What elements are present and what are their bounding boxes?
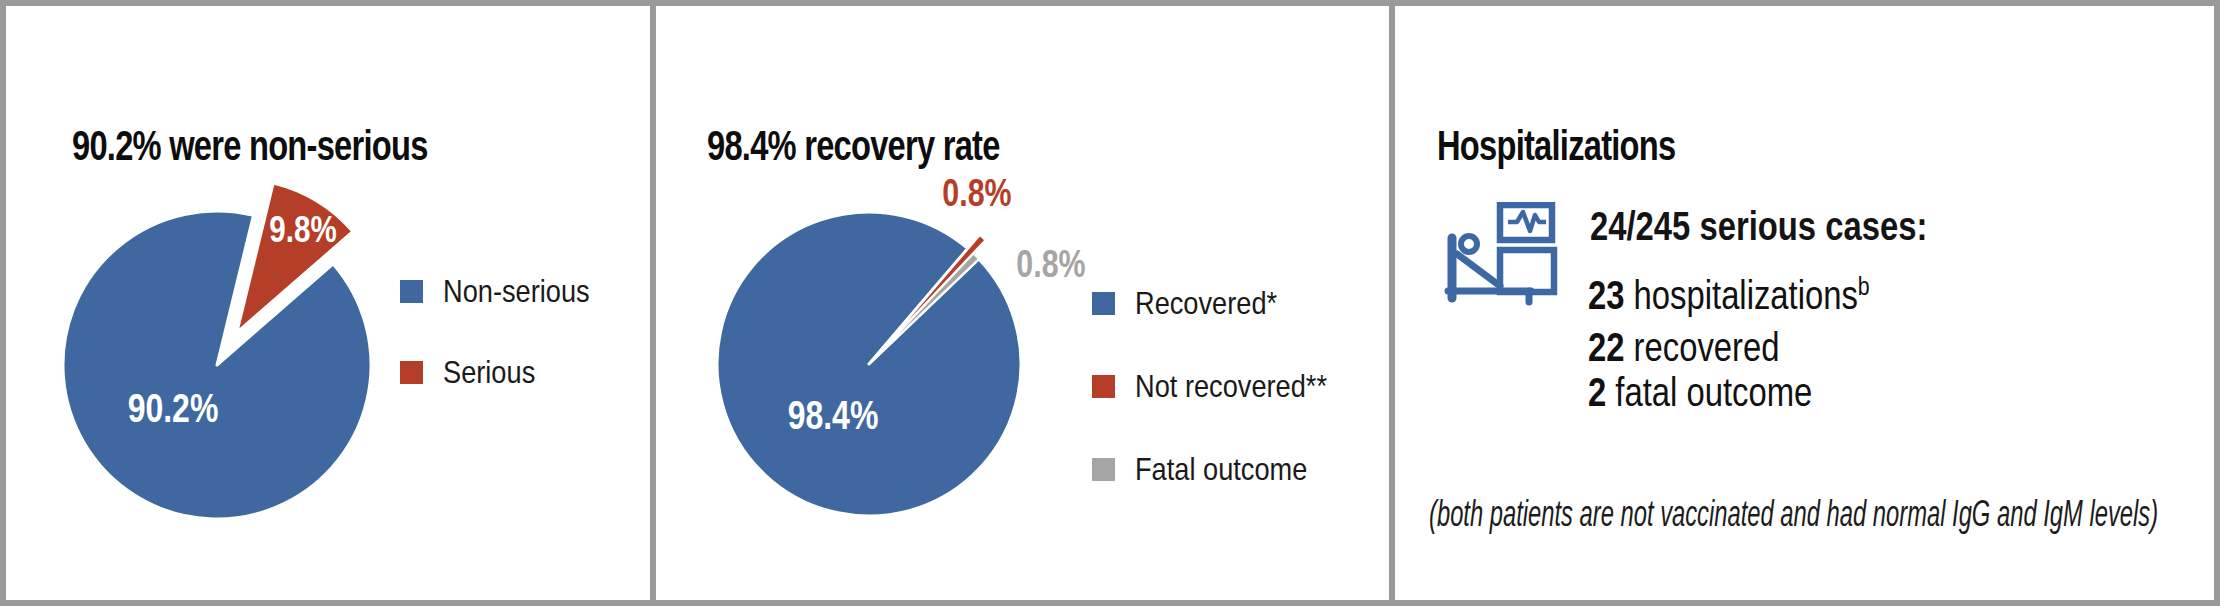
legend-swatch-non-serious [400,280,423,303]
pie-slice-label-serious: 9.8% [269,209,336,251]
legend-item: Non-serious [400,273,616,310]
serious-cases-heading: 24/245 serious cases: [1590,204,1927,248]
legend-label: Not recovered** [1135,368,1327,405]
row-number: 2 [1588,370,1606,414]
row-text: fatal outcome [1606,370,1812,414]
panel-hospitalizations: Hospitalizations 24/245 serious cases: 2… [1395,6,2214,600]
fatal-row: 2 fatal outcome [1588,370,1812,414]
panel-recovery: 98.4% recovery rate 98.4% 0.8% 0.8% Reco… [656,6,1389,600]
hospital-bed-icon [1441,202,1596,314]
legend-swatch-recovered [1092,292,1115,315]
legend-non-serious: Non-serious Serious [400,273,616,435]
legend-label: Fatal outcome [1135,451,1307,488]
footnote-marker: b [1858,271,1870,301]
legend-recovery: Recovered* Not recovered** Fatal outcome [1092,285,1361,534]
row-text: hospitalizations [1624,273,1857,317]
hospitalizations-row: 23 hospitalizationsb [1588,273,1870,317]
legend-swatch-serious [400,361,423,384]
recovered-row: 22 recovered [1588,325,1779,369]
panel-title-hospitalizations: Hospitalizations [1437,122,1675,169]
legend-swatch-fatal [1092,458,1115,481]
row-number: 23 [1588,273,1624,317]
patients-footnote: (both patients are not vaccinated and ha… [1429,494,2158,534]
pie-slice-label-non-serious: 90.2% [128,386,219,431]
legend-item: Recovered* [1092,285,1361,322]
pie-slice-label-fatal: 0.8% [1016,243,1085,286]
infographic: 90.2% were non-serious 90.2% 9.8% Non-se… [0,0,2220,606]
legend-label: Recovered* [1135,285,1277,322]
legend-label: Non-serious [443,273,590,310]
legend-swatch-not-recovered [1092,375,1115,398]
pie-slice-label-not-recovered: 0.8% [942,172,1011,215]
legend-item: Fatal outcome [1092,451,1361,488]
panel-non-serious: 90.2% were non-serious 90.2% 9.8% Non-se… [6,6,650,600]
row-text: recovered [1624,325,1779,369]
row-number: 22 [1588,325,1624,369]
legend-label: Serious [443,354,535,391]
legend-item: Serious [400,354,616,391]
legend-item: Not recovered** [1092,368,1361,405]
pie-slice-label-recovered: 98.4% [788,393,879,438]
